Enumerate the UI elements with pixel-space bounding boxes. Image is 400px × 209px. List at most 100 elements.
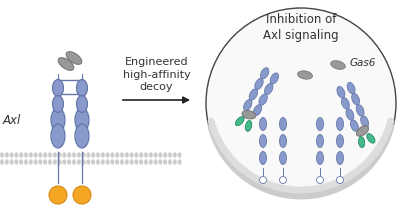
Ellipse shape <box>316 152 324 164</box>
Ellipse shape <box>96 152 100 158</box>
Ellipse shape <box>260 152 266 164</box>
Ellipse shape <box>178 152 182 158</box>
Ellipse shape <box>101 152 105 158</box>
Ellipse shape <box>336 117 344 130</box>
Ellipse shape <box>260 117 266 130</box>
Ellipse shape <box>367 134 375 143</box>
Ellipse shape <box>0 152 4 158</box>
Ellipse shape <box>158 159 162 165</box>
Ellipse shape <box>346 109 354 120</box>
Ellipse shape <box>316 135 324 148</box>
Ellipse shape <box>106 159 110 165</box>
Ellipse shape <box>154 159 158 165</box>
Ellipse shape <box>38 152 42 158</box>
Ellipse shape <box>242 111 256 119</box>
Ellipse shape <box>163 152 167 158</box>
Ellipse shape <box>130 159 134 165</box>
Ellipse shape <box>52 96 64 112</box>
Ellipse shape <box>10 152 14 158</box>
Ellipse shape <box>356 105 364 116</box>
Ellipse shape <box>62 152 66 158</box>
Circle shape <box>206 8 396 198</box>
Ellipse shape <box>34 152 38 158</box>
Ellipse shape <box>298 71 312 79</box>
Ellipse shape <box>130 152 134 158</box>
Ellipse shape <box>361 116 368 127</box>
Ellipse shape <box>260 68 269 79</box>
Ellipse shape <box>253 105 262 116</box>
Ellipse shape <box>144 152 148 158</box>
Ellipse shape <box>58 152 62 158</box>
Ellipse shape <box>19 152 23 158</box>
Ellipse shape <box>29 159 33 165</box>
Ellipse shape <box>280 117 286 130</box>
Ellipse shape <box>67 159 71 165</box>
Ellipse shape <box>24 159 28 165</box>
Ellipse shape <box>29 152 33 158</box>
Ellipse shape <box>51 124 65 148</box>
Ellipse shape <box>52 79 64 97</box>
Ellipse shape <box>76 96 88 112</box>
Ellipse shape <box>14 152 18 158</box>
Circle shape <box>49 186 67 204</box>
Ellipse shape <box>75 108 89 132</box>
Text: Gas6: Gas6 <box>350 58 376 68</box>
Ellipse shape <box>62 159 66 165</box>
Ellipse shape <box>352 93 360 105</box>
Ellipse shape <box>134 152 138 158</box>
Ellipse shape <box>91 159 95 165</box>
Ellipse shape <box>101 159 105 165</box>
Ellipse shape <box>53 159 57 165</box>
Ellipse shape <box>48 159 52 165</box>
Ellipse shape <box>347 82 355 94</box>
Ellipse shape <box>244 99 252 111</box>
Ellipse shape <box>110 159 114 165</box>
Circle shape <box>73 186 91 204</box>
Ellipse shape <box>14 159 18 165</box>
Ellipse shape <box>125 152 129 158</box>
Ellipse shape <box>316 117 324 130</box>
Ellipse shape <box>125 159 129 165</box>
Ellipse shape <box>173 152 177 158</box>
Text: Axl: Axl <box>3 113 21 126</box>
Ellipse shape <box>336 135 344 148</box>
Ellipse shape <box>34 159 38 165</box>
Circle shape <box>336 176 344 184</box>
Ellipse shape <box>356 126 368 136</box>
Ellipse shape <box>280 135 286 148</box>
Ellipse shape <box>260 135 266 148</box>
Ellipse shape <box>53 152 57 158</box>
Ellipse shape <box>144 159 148 165</box>
Ellipse shape <box>91 152 95 158</box>
Ellipse shape <box>168 159 172 165</box>
Circle shape <box>260 176 266 184</box>
Ellipse shape <box>10 159 14 165</box>
Ellipse shape <box>75 124 89 148</box>
Ellipse shape <box>149 152 153 158</box>
Ellipse shape <box>163 159 167 165</box>
Ellipse shape <box>120 152 124 158</box>
Ellipse shape <box>72 152 76 158</box>
Ellipse shape <box>139 152 143 158</box>
Ellipse shape <box>43 152 47 158</box>
Text: Engineered
high-affinity
decoy: Engineered high-affinity decoy <box>123 57 190 92</box>
Ellipse shape <box>77 159 81 165</box>
Ellipse shape <box>120 159 124 165</box>
Ellipse shape <box>96 159 100 165</box>
Ellipse shape <box>38 159 42 165</box>
Ellipse shape <box>358 137 365 148</box>
Ellipse shape <box>255 78 263 89</box>
Ellipse shape <box>5 159 9 165</box>
Ellipse shape <box>76 79 88 97</box>
Ellipse shape <box>259 94 267 105</box>
Ellipse shape <box>154 152 158 158</box>
Ellipse shape <box>249 89 258 100</box>
Ellipse shape <box>0 159 4 165</box>
Ellipse shape <box>342 98 349 109</box>
Ellipse shape <box>106 152 110 158</box>
Ellipse shape <box>82 152 86 158</box>
Ellipse shape <box>134 159 138 165</box>
Text: Inhibition of
Axl signaling: Inhibition of Axl signaling <box>263 13 339 42</box>
Ellipse shape <box>67 152 71 158</box>
Ellipse shape <box>246 121 252 131</box>
